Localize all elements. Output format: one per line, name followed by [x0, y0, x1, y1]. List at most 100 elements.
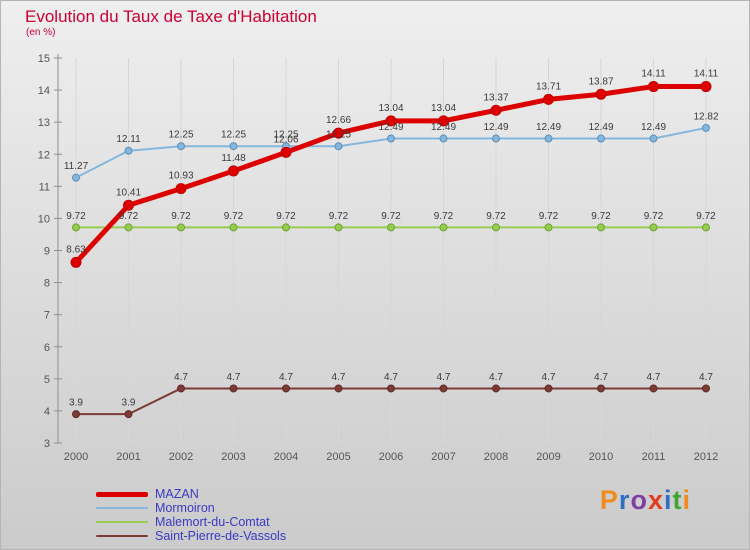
legend-item-malemort: Malemort-du-Comtat [96, 515, 286, 529]
svg-text:11: 11 [39, 181, 50, 193]
svg-text:4.7: 4.7 [174, 372, 188, 383]
svg-text:4: 4 [44, 406, 50, 418]
svg-text:14: 14 [38, 85, 50, 97]
svg-text:2005: 2005 [326, 451, 350, 463]
svg-text:10.93: 10.93 [168, 171, 193, 182]
svg-text:13.71: 13.71 [536, 81, 561, 92]
svg-text:4.7: 4.7 [384, 372, 398, 383]
svg-text:10.41: 10.41 [116, 187, 141, 198]
svg-text:11.48: 11.48 [221, 153, 246, 164]
svg-text:3.9: 3.9 [69, 398, 83, 409]
svg-text:12.49: 12.49 [483, 122, 508, 133]
page-subtitle: (en %) [26, 27, 56, 38]
svg-text:7: 7 [44, 310, 50, 322]
svg-text:12.25: 12.25 [326, 130, 351, 141]
svg-text:4.7: 4.7 [647, 372, 661, 383]
logo-letter: i [663, 485, 673, 515]
logo-letter: t [672, 485, 683, 515]
svg-text:9.72: 9.72 [539, 211, 559, 222]
logo-letter: o [630, 485, 648, 515]
svg-text:4.7: 4.7 [542, 372, 556, 383]
svg-text:9.72: 9.72 [66, 211, 86, 222]
svg-text:13.37: 13.37 [483, 92, 508, 103]
svg-text:11.27: 11.27 [64, 161, 89, 172]
svg-text:2009: 2009 [536, 451, 560, 463]
svg-text:13.04: 13.04 [431, 103, 456, 114]
svg-text:13: 13 [38, 117, 50, 129]
svg-text:12.49: 12.49 [536, 122, 561, 133]
svg-text:6: 6 [44, 342, 50, 354]
svg-text:12.11: 12.11 [116, 134, 141, 145]
svg-text:9: 9 [44, 246, 50, 258]
svg-text:4.7: 4.7 [279, 372, 293, 383]
svg-text:14.11: 14.11 [694, 69, 719, 80]
svg-text:2002: 2002 [169, 451, 193, 463]
svg-text:10: 10 [38, 213, 50, 225]
svg-text:12.25: 12.25 [221, 130, 246, 141]
svg-text:12.49: 12.49 [641, 122, 666, 133]
logo-letter: x [647, 485, 664, 515]
svg-text:12.06: 12.06 [273, 134, 298, 145]
svg-text:9.72: 9.72 [381, 211, 401, 222]
svg-text:12.66: 12.66 [326, 115, 351, 126]
svg-text:9.72: 9.72 [696, 211, 716, 222]
svg-text:15: 15 [38, 53, 50, 65]
page-title: Evolution du Taux de Taxe d'Habitation [25, 7, 317, 26]
svg-text:2008: 2008 [484, 451, 508, 463]
svg-text:2011: 2011 [642, 451, 666, 463]
svg-text:2012: 2012 [694, 451, 718, 463]
svg-text:2004: 2004 [274, 451, 298, 463]
logo-letter: r [618, 485, 631, 515]
svg-text:12.49: 12.49 [378, 122, 403, 133]
legend-item-mazan: MAZAN [96, 487, 286, 501]
svg-text:9.72: 9.72 [224, 211, 244, 222]
legend-label: Mormoiron [155, 501, 215, 515]
svg-text:9.72: 9.72 [591, 211, 611, 222]
svg-text:2007: 2007 [431, 451, 455, 463]
svg-text:13.04: 13.04 [378, 103, 403, 114]
svg-text:4.7: 4.7 [227, 372, 241, 383]
svg-text:2003: 2003 [221, 451, 245, 463]
svg-text:8.63: 8.63 [66, 244, 86, 255]
svg-text:9.72: 9.72 [171, 211, 191, 222]
svg-text:4.7: 4.7 [489, 372, 503, 383]
legend-label: Saint-Pierre-de-Vassols [155, 529, 287, 543]
svg-text:8: 8 [44, 278, 50, 290]
logo-letter: i [682, 485, 691, 515]
svg-text:3.9: 3.9 [122, 398, 136, 409]
legend-swatch-mormoiron [96, 507, 148, 509]
svg-text:9.72: 9.72 [276, 211, 296, 222]
legend-swatch-mazan [96, 491, 148, 497]
legend-label: MAZAN [155, 487, 199, 501]
svg-text:2000: 2000 [64, 451, 88, 463]
legend-swatch-saint-pierre [96, 535, 148, 537]
legend-label: Malemort-du-Comtat [155, 515, 270, 529]
svg-text:12.49: 12.49 [588, 122, 613, 133]
svg-text:9.72: 9.72 [329, 211, 349, 222]
svg-text:5: 5 [44, 374, 50, 386]
proxiti-logo: Proxiti [600, 485, 691, 516]
svg-text:4.7: 4.7 [594, 372, 608, 383]
logo-letter: P [599, 485, 619, 515]
svg-text:2001: 2001 [116, 451, 140, 463]
chart-canvas: 2000 2001 2002 2003 2004 2005 2006 2007 2008 2009… [38, 53, 719, 463]
legend-swatch-malemort [96, 521, 148, 523]
svg-text:9.72: 9.72 [486, 211, 506, 222]
svg-text:4.7: 4.7 [332, 372, 346, 383]
svg-text:3: 3 [44, 438, 50, 450]
chart-legend: MAZAN Mormoiron Malemort-du-Comtat Saint… [96, 487, 286, 543]
svg-text:2006: 2006 [379, 451, 403, 463]
legend-item-saint-pierre: Saint-Pierre-de-Vassols [96, 529, 286, 543]
svg-text:9.72: 9.72 [434, 211, 454, 222]
svg-text:12.25: 12.25 [273, 130, 298, 141]
legend-item-mormoiron: Mormoiron [96, 501, 286, 515]
svg-text:4.7: 4.7 [437, 372, 451, 383]
svg-text:13.87: 13.87 [588, 76, 613, 87]
svg-text:12.49: 12.49 [431, 122, 456, 133]
svg-text:14.11: 14.11 [641, 69, 666, 80]
svg-text:4.7: 4.7 [699, 372, 713, 383]
svg-text:12.25: 12.25 [168, 130, 193, 141]
svg-text:9.72: 9.72 [644, 211, 664, 222]
svg-text:12.82: 12.82 [693, 111, 718, 122]
